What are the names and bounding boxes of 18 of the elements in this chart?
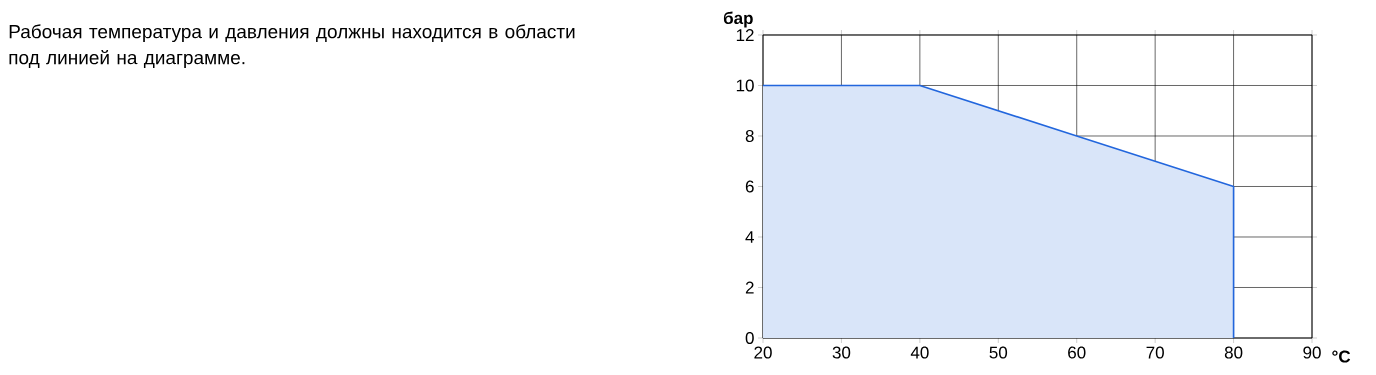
text: Рабочая температура и давления должны находится в области под линией на диаграмме. (9, 24, 575, 69)
y-tick-label: 0 (745, 331, 754, 345)
x-axis-title: °C (1332, 350, 1351, 363)
x-tick-label: 70 (1146, 346, 1164, 359)
y-axis-title: бар (723, 11, 753, 28)
x-tick-label: 20 (754, 346, 772, 359)
y-tick-label: 4 (745, 231, 754, 243)
x-tick-label: 40 (910, 346, 929, 359)
x-tick-label: 60 (1068, 346, 1086, 359)
y-tick-label: 12 (736, 29, 754, 41)
x-tick-label: 90 (1303, 346, 1321, 359)
x-tick-label: 30 (832, 346, 851, 359)
y-tick-label: 8 (745, 129, 754, 143)
y-tick-label: 10 (736, 79, 754, 92)
y-tick-label: 6 (745, 180, 754, 193)
x-tick-label: 80 (1224, 346, 1243, 359)
x-tick-label: 50 (989, 346, 1008, 359)
y-tick-label: 2 (745, 281, 754, 294)
